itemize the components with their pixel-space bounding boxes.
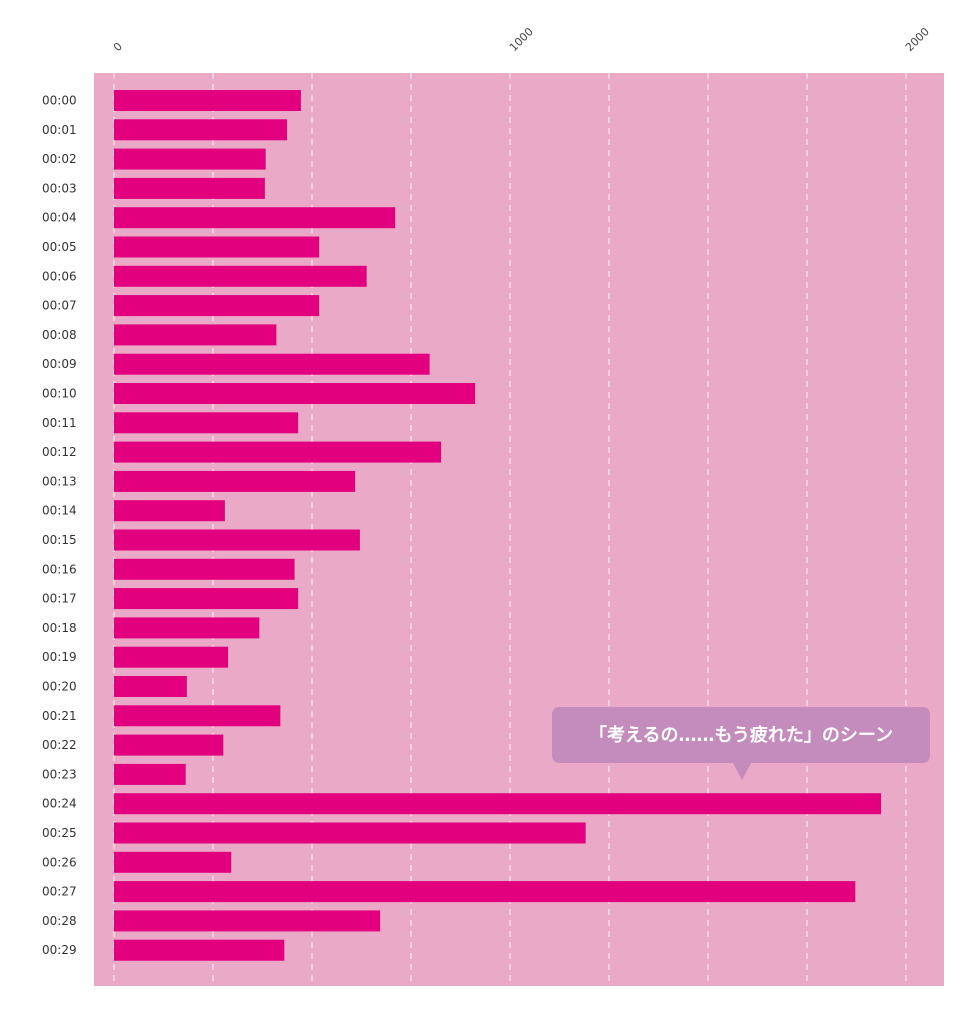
bar	[114, 763, 186, 785]
y-category-label: 00:21	[42, 709, 77, 723]
bar	[114, 529, 360, 551]
y-category-label: 00:15	[42, 533, 77, 547]
bar	[114, 939, 285, 961]
y-category-label: 00:08	[42, 328, 77, 342]
annotation-callout	[552, 707, 930, 781]
bar	[114, 383, 476, 404]
bar	[114, 295, 320, 317]
y-category-label: 00:23	[42, 767, 77, 781]
bar	[114, 412, 299, 434]
y-category-label: 00:07	[42, 299, 77, 313]
y-category-label: 00:19	[42, 650, 77, 664]
bar	[114, 881, 856, 903]
y-category-label: 00:00	[42, 94, 77, 108]
bar	[114, 851, 232, 873]
bar	[114, 177, 265, 199]
y-category-label: 00:14	[42, 504, 77, 518]
y-category-label: 00:03	[42, 181, 77, 195]
y-category-label: 00:02	[42, 152, 77, 166]
bar	[114, 646, 229, 668]
bar	[114, 822, 586, 844]
y-category-label: 00:26	[42, 855, 77, 869]
bar	[114, 353, 430, 375]
bar	[114, 500, 225, 522]
y-category-label: 00:25	[42, 826, 77, 840]
bar	[114, 207, 396, 229]
y-category-label: 00:20	[42, 680, 77, 694]
y-category-label: 00:28	[42, 914, 77, 928]
y-category-label: 00:12	[42, 445, 77, 459]
bar	[114, 441, 442, 463]
bar	[114, 705, 281, 727]
bar	[114, 676, 187, 697]
y-category-label: 00:24	[42, 797, 77, 811]
y-category-label: 00:18	[42, 621, 77, 635]
y-category-label: 00:16	[42, 562, 77, 576]
bar	[114, 265, 367, 287]
bar	[114, 734, 224, 756]
bar	[114, 588, 299, 610]
bar	[114, 470, 356, 492]
x-tick-label: 1000	[507, 25, 536, 54]
bar	[114, 236, 320, 258]
y-category-label: 00:29	[42, 943, 77, 957]
y-category-label: 00:01	[42, 123, 77, 137]
x-tick-label: 0	[111, 40, 125, 54]
y-category-label: 00:11	[42, 416, 77, 430]
x-tick-label: 2000	[903, 25, 932, 54]
bar	[114, 793, 882, 815]
y-category-label: 00:05	[42, 240, 77, 254]
bar	[114, 324, 277, 346]
bar	[114, 148, 266, 170]
y-category-label: 00:09	[42, 357, 77, 371]
bar	[114, 558, 295, 580]
y-category-label: 00:27	[42, 885, 77, 899]
y-category-label: 00:22	[42, 738, 77, 752]
bar	[114, 90, 301, 111]
bar	[114, 910, 381, 932]
annotation-text: 「考えるの……もう疲れた」のシーン	[589, 724, 893, 746]
y-category-label: 00:17	[42, 592, 77, 606]
y-category-label: 00:10	[42, 387, 77, 401]
bar	[114, 119, 288, 141]
y-category-label: 00:13	[42, 474, 77, 488]
y-category-label: 00:04	[42, 211, 77, 225]
y-category-label: 00:06	[42, 269, 77, 283]
bar	[114, 617, 260, 639]
